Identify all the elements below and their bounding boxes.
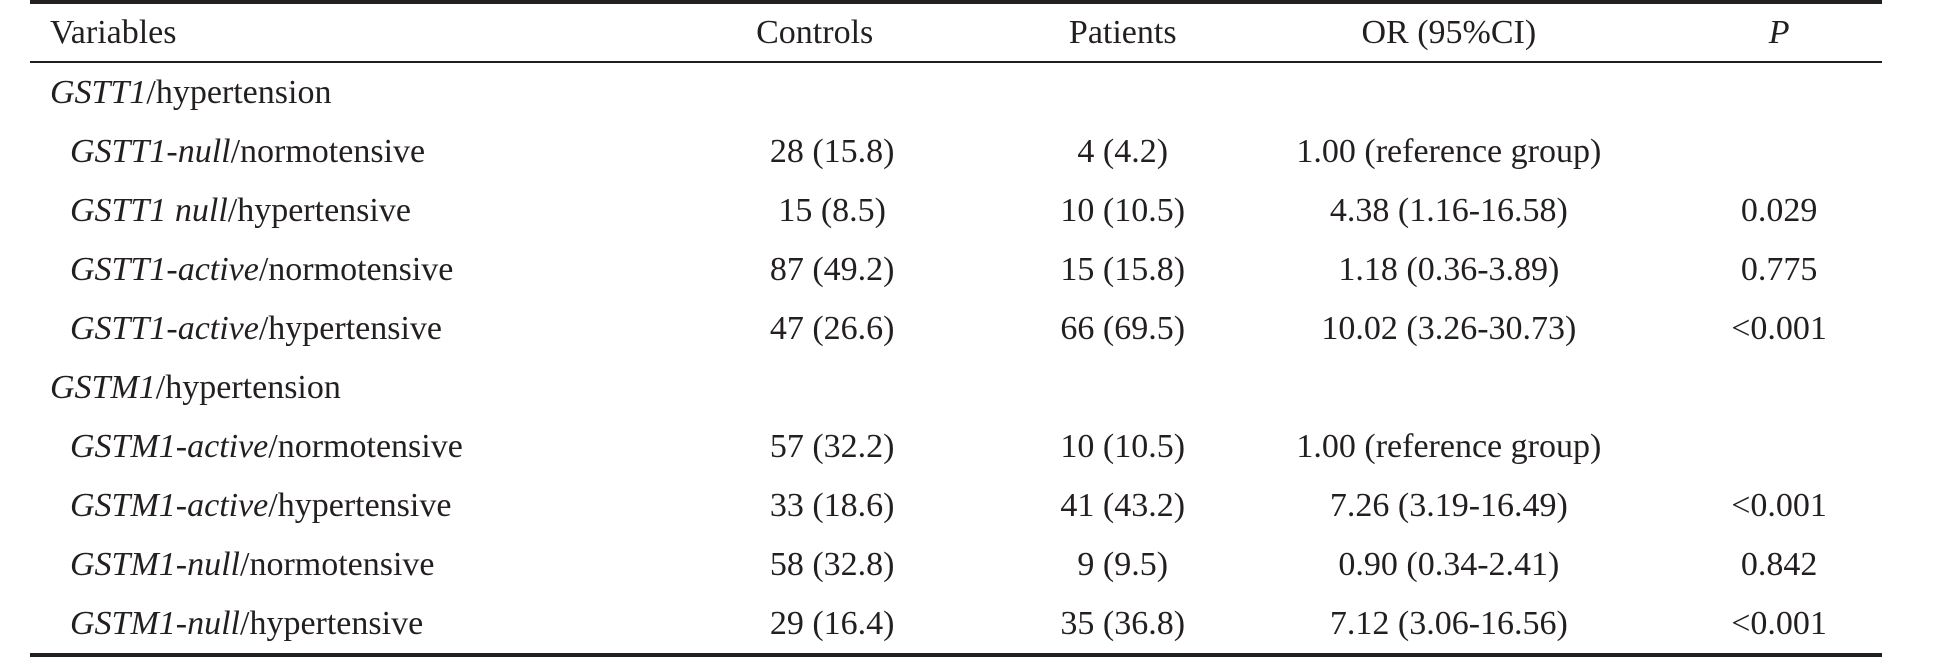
row-p-value: 0.842 — [1740, 545, 1818, 583]
group-suffix: /hypertension — [146, 73, 332, 111]
row-patients: 66 (69.5) — [1060, 309, 1186, 347]
group-row-gstt1: GSTT1/hypertension — [30, 62, 1882, 122]
header-patients: Patients — [1068, 13, 1177, 51]
header-p-value: P — [1768, 13, 1790, 51]
row-variable: GSTM1-null/normotensive — [30, 535, 605, 594]
row-status: /normotensive — [268, 427, 463, 465]
row-or: 10.02 (3.26-30.73) — [1321, 309, 1577, 347]
row-status: /hypertensive — [240, 604, 424, 642]
row-patients: 41 (43.2) — [1060, 486, 1186, 524]
group-label-gstm1: GSTM1/hypertension — [30, 358, 1882, 417]
row-variable: GSTM1-active/normotensive — [30, 417, 605, 476]
row-patients: 9 (9.5) — [1077, 545, 1169, 583]
row-p-value: 0.029 — [1740, 191, 1818, 229]
row-gene: GSTT1 null — [70, 191, 228, 229]
row-status: /normotensive — [230, 132, 426, 170]
row-gene: GSTT1-null — [70, 132, 231, 170]
header-or: OR (95%CI) — [1361, 13, 1537, 51]
row-patients: 10 (10.5) — [1060, 191, 1186, 229]
row-p-value: <0.001 — [1731, 486, 1827, 524]
row-or: 0.90 (0.34-2.41) — [1338, 545, 1560, 583]
group-row-gstm1: GSTM1/hypertension — [30, 358, 1882, 417]
row-p-value: 0.775 — [1740, 250, 1818, 288]
table-row: GSTM1-null/hypertensive 29 (16.4) 35 (36… — [30, 594, 1882, 655]
row-status: /hypertensive — [258, 309, 443, 347]
header-row: Variables Controls Patients OR (95%CI) P — [30, 2, 1882, 62]
row-controls: 33 (18.6) — [769, 486, 895, 524]
row-p-value — [1676, 122, 1882, 181]
row-controls: 47 (26.6) — [769, 309, 895, 347]
row-status: /hypertensive — [227, 191, 411, 229]
row-variable: GSTM1-null/hypertensive — [30, 594, 605, 655]
row-or: 7.26 (3.19-16.49) — [1329, 486, 1568, 524]
row-or: 1.00 (reference group) — [1296, 427, 1602, 465]
row-variable: GSTT1-active/hypertensive — [30, 299, 605, 358]
group-gene: GSTT1 — [50, 73, 147, 111]
results-table: Variables Controls Patients OR (95%CI) P… — [30, 0, 1882, 657]
results-table-container: Variables Controls Patients OR (95%CI) P… — [30, 0, 1882, 657]
group-label-gstt1: GSTT1/hypertension — [30, 62, 1882, 122]
row-p-value — [1676, 417, 1882, 476]
row-or: 1.18 (0.36-3.89) — [1338, 250, 1560, 288]
row-or: 7.12 (3.06-16.56) — [1329, 604, 1568, 642]
row-controls: 87 (49.2) — [769, 250, 895, 288]
row-or: 1.00 (reference group) — [1296, 132, 1602, 170]
row-gene: GSTT1-active — [70, 250, 259, 288]
row-patients: 35 (36.8) — [1060, 604, 1186, 642]
header-controls: Controls — [756, 13, 874, 51]
row-controls: 28 (15.8) — [769, 132, 895, 170]
row-gene: GSTT1-active — [70, 309, 259, 347]
row-gene: GSTM1-active — [70, 486, 269, 524]
row-variable: GSTT1 null/hypertensive — [30, 181, 605, 240]
row-controls: 57 (32.2) — [769, 427, 895, 465]
row-gene: GSTM1-active — [70, 427, 269, 465]
row-variable: GSTM1-active/hypertensive — [30, 476, 605, 535]
row-gene: GSTM1-null — [70, 545, 240, 583]
group-gene: GSTM1 — [50, 368, 156, 406]
table-row: GSTT1-active/hypertensive 47 (26.6) 66 (… — [30, 299, 1882, 358]
row-or: 4.38 (1.16-16.58) — [1329, 191, 1568, 229]
group-suffix: /hypertension — [155, 368, 341, 406]
table-row: GSTM1-null/normotensive 58 (32.8) 9 (9.5… — [30, 535, 1882, 594]
row-status: /hypertensive — [268, 486, 452, 524]
row-p-value: <0.001 — [1731, 309, 1827, 347]
header-variables: Variables — [50, 13, 177, 51]
row-patients: 15 (15.8) — [1060, 250, 1186, 288]
table-row: GSTM1-active/hypertensive 33 (18.6) 41 (… — [30, 476, 1882, 535]
row-patients: 4 (4.2) — [1077, 132, 1169, 170]
table-row: GSTM1-active/normotensive 57 (32.2) 10 (… — [30, 417, 1882, 476]
row-status: /normotensive — [258, 250, 454, 288]
row-variable: GSTT1-active/normotensive — [30, 240, 605, 299]
row-controls: 29 (16.4) — [769, 604, 895, 642]
table-row: GSTT1 null/hypertensive 15 (8.5) 10 (10.… — [30, 181, 1882, 240]
row-p-value: <0.001 — [1731, 604, 1827, 642]
row-controls: 15 (8.5) — [778, 191, 887, 229]
row-patients: 10 (10.5) — [1060, 427, 1186, 465]
table-row: GSTT1-null/normotensive 28 (15.8) 4 (4.2… — [30, 122, 1882, 181]
row-variable: GSTT1-null/normotensive — [30, 122, 605, 181]
row-gene: GSTM1-null — [70, 604, 240, 642]
row-controls: 58 (32.8) — [769, 545, 895, 583]
table-row: GSTT1-active/normotensive 87 (49.2) 15 (… — [30, 240, 1882, 299]
row-status: /normotensive — [240, 545, 435, 583]
